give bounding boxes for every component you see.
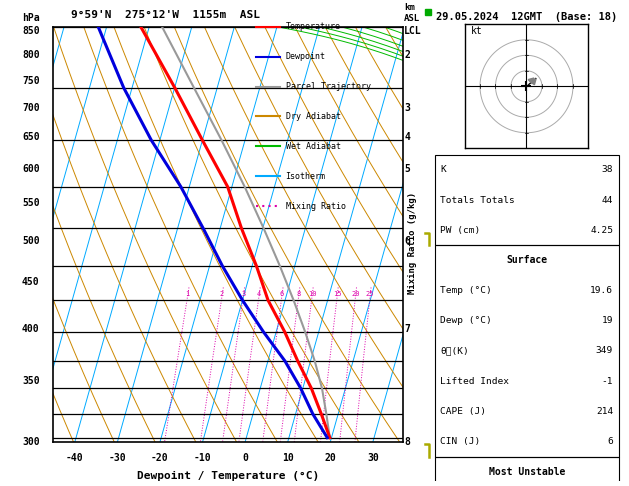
Text: Most Unstable: Most Unstable [489,467,565,477]
Text: 2: 2 [404,50,410,60]
Text: 8: 8 [404,437,410,447]
Text: Dry Adiabat: Dry Adiabat [286,112,341,121]
Text: -40: -40 [66,452,84,463]
Text: Totals Totals: Totals Totals [440,195,515,205]
Text: kt: kt [470,26,482,35]
Text: 1: 1 [186,291,189,297]
Text: 10: 10 [308,291,316,297]
Text: Dewpoint: Dewpoint [286,52,326,61]
Text: Wet Adiabat: Wet Adiabat [286,142,341,151]
Text: -20: -20 [151,452,169,463]
Text: 600: 600 [22,164,40,174]
Text: LCL: LCL [404,26,422,36]
Bar [435,245,619,456]
Text: 20: 20 [351,291,360,297]
Text: 650: 650 [22,132,40,142]
Text: 38: 38 [601,165,613,174]
Text: 25: 25 [366,291,374,297]
Text: 500: 500 [22,236,40,246]
Bar [435,456,619,486]
Text: 2: 2 [220,291,224,297]
Text: Mixing Ratio (g/kg): Mixing Ratio (g/kg) [408,192,416,294]
Text: Temp (°C): Temp (°C) [440,286,493,295]
Text: Surface: Surface [506,255,547,265]
Text: 20: 20 [325,452,336,463]
Text: 350: 350 [22,377,40,386]
Text: 4.25: 4.25 [590,226,613,235]
Text: PW (cm): PW (cm) [440,226,481,235]
Text: 19: 19 [601,316,613,325]
Text: 30: 30 [367,452,379,463]
Text: 7: 7 [404,324,410,334]
Text: 5: 5 [404,164,410,174]
Text: 6: 6 [404,236,410,246]
Text: km
ASL: km ASL [404,3,420,22]
Text: 29.05.2024  12GMT  (Base: 18): 29.05.2024 12GMT (Base: 18) [437,12,618,22]
Text: Dewp (°C): Dewp (°C) [440,316,493,325]
Text: hPa: hPa [22,13,40,22]
Text: CIN (J): CIN (J) [440,437,481,446]
Text: θᴁ(K): θᴁ(K) [440,347,469,355]
Text: 214: 214 [596,407,613,416]
Text: 750: 750 [22,76,40,86]
Text: 4: 4 [257,291,261,297]
Text: 550: 550 [22,198,40,208]
Text: 349: 349 [596,347,613,355]
Text: 15: 15 [333,291,342,297]
Text: 19.6: 19.6 [590,286,613,295]
Text: K: K [440,165,446,174]
Text: 3: 3 [241,291,245,297]
Text: Dewpoint / Temperature (°C): Dewpoint / Temperature (°C) [137,471,319,481]
Text: 700: 700 [22,103,40,113]
Text: 0: 0 [242,452,248,463]
Text: Parcel Trajectory: Parcel Trajectory [286,82,370,91]
Text: 10: 10 [282,452,294,463]
Text: 450: 450 [22,278,40,287]
Text: -1: -1 [601,377,613,385]
Text: 850: 850 [22,26,40,36]
Text: -30: -30 [109,452,126,463]
Text: -10: -10 [194,452,211,463]
Text: 800: 800 [22,50,40,60]
Text: Isotherm: Isotherm [286,172,326,181]
Text: 9°59'N  275°12'W  1155m  ASL: 9°59'N 275°12'W 1155m ASL [70,11,260,20]
Text: Temperature: Temperature [286,22,341,31]
Text: 400: 400 [22,324,40,334]
Text: 6: 6 [280,291,284,297]
Text: 6: 6 [608,437,613,446]
Text: 300: 300 [22,437,40,447]
Text: Lifted Index: Lifted Index [440,377,509,385]
Text: 44: 44 [601,195,613,205]
Text: 8: 8 [296,291,301,297]
Text: 3: 3 [404,103,410,113]
Text: Mixing Ratio: Mixing Ratio [286,202,345,211]
Text: CAPE (J): CAPE (J) [440,407,486,416]
Bar [435,155,619,245]
Text: 4: 4 [404,132,410,142]
